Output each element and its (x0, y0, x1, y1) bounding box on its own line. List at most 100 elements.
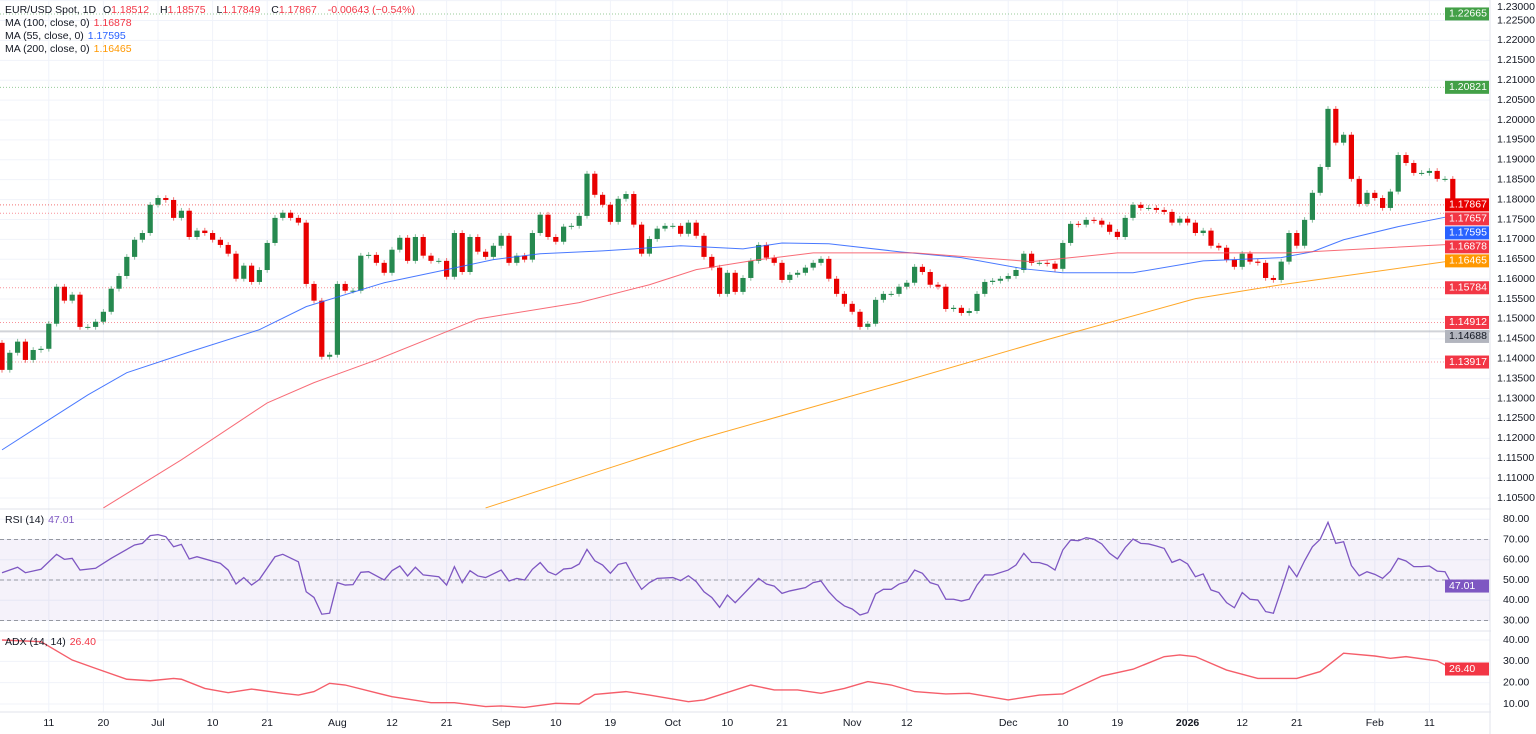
candle (1044, 260, 1050, 267)
candle (1270, 275, 1276, 283)
time-tick-label: 11 (1424, 717, 1435, 729)
price-tick-label: 1.22500 (1497, 14, 1535, 26)
ma55-legend[interactable]: MA (55, close, 0) 1.17595 (5, 30, 130, 42)
adx-label: ADX (14, 14) (5, 636, 66, 648)
candle (1333, 106, 1339, 146)
candle (327, 351, 333, 360)
candle-body (982, 281, 988, 294)
candle (342, 281, 348, 294)
candle (966, 308, 972, 316)
candle-body (459, 233, 465, 272)
price-tick-label: 1.16000 (1497, 273, 1535, 285)
candle-body (795, 272, 801, 275)
candle-body (1161, 209, 1167, 212)
price-badge-text: 1.17657 (1449, 213, 1487, 225)
candle-body (1208, 230, 1214, 246)
ma200-legend[interactable]: MA (200, close, 0) 1.16465 (5, 43, 136, 55)
time-tick-label: Dec (999, 717, 1018, 729)
candle-body (1348, 134, 1354, 179)
candle-body (966, 310, 972, 313)
candle-body (241, 265, 247, 279)
candle-body (529, 233, 535, 260)
candle-body (1083, 219, 1089, 225)
candle (1387, 188, 1393, 211)
symbol-legend: EUR/USD Spot, 1D O1.18512 H1.18575 L1.17… (5, 4, 419, 16)
candle-body (724, 272, 730, 294)
candle (1325, 106, 1331, 170)
candle-body (1270, 277, 1276, 280)
candle (22, 338, 28, 363)
ma100-legend[interactable]: MA (100, close, 0) 1.16878 (5, 17, 136, 29)
candle-body (740, 277, 746, 292)
candle-body (880, 293, 886, 300)
adx-legend[interactable]: ADX (14, 14) 26.40 (5, 636, 100, 648)
time-tick-label: 19 (1112, 717, 1124, 729)
ma200-value: 1.16465 (93, 43, 132, 55)
candle-body (280, 212, 286, 218)
candle (132, 236, 138, 260)
candle-body (912, 266, 918, 283)
price-tick-label: 1.14500 (1497, 333, 1535, 345)
candle (678, 223, 684, 237)
candle (389, 246, 395, 276)
candle (225, 242, 231, 257)
candle (701, 233, 707, 260)
candle-body (1192, 222, 1198, 234)
price-badge (1445, 281, 1489, 295)
candle-body (1434, 170, 1440, 179)
candle (615, 195, 621, 225)
candle (1192, 219, 1198, 236)
candle (171, 197, 177, 221)
candle-body (342, 283, 348, 291)
candle (529, 230, 535, 263)
ma100-label: MA (100, close, 0) (5, 17, 90, 29)
candle (1341, 131, 1347, 146)
candle-body (397, 237, 403, 250)
candle-body (1419, 172, 1425, 174)
candle-body (771, 257, 777, 263)
candle-body (1005, 275, 1011, 279)
candle (709, 254, 715, 271)
time-tick-label: 19 (605, 717, 617, 729)
rsi-tick-label: 40.00 (1503, 594, 1529, 606)
candle (1169, 209, 1175, 226)
rsi-legend[interactable]: RSI (14) 47.01 (5, 514, 78, 526)
candle-body (693, 222, 699, 236)
candle-body (685, 222, 691, 234)
candle (1075, 221, 1081, 228)
low-value: L1.17849 (217, 4, 265, 16)
ma55-value: 1.17595 (87, 30, 126, 42)
candle-body (1068, 223, 1074, 243)
candle (490, 242, 496, 260)
candle-body (1294, 233, 1300, 246)
price-tick-label: 1.15500 (1497, 293, 1535, 305)
candle (397, 234, 403, 253)
candle (662, 223, 668, 232)
candle-body (732, 272, 738, 292)
candle-body (522, 255, 528, 260)
candle-body (210, 233, 216, 240)
high-number: 1.18575 (167, 4, 206, 16)
candle (405, 234, 411, 264)
ma200-label: MA (200, close, 0) (5, 43, 90, 55)
price-tick-label: 1.13500 (1497, 372, 1535, 384)
open-label: O (102, 4, 112, 16)
candle (553, 234, 559, 245)
candle-body (943, 286, 949, 310)
candle (85, 324, 91, 330)
price-badge-text: 1.14688 (1449, 330, 1487, 342)
candle-body (61, 286, 67, 301)
candle (272, 215, 278, 246)
price-axis (1491, 0, 1536, 734)
candle (1029, 250, 1035, 266)
adx-tick-label: 10.00 (1503, 698, 1529, 710)
candle (303, 219, 309, 287)
candle-body (1036, 262, 1042, 264)
candle (826, 256, 832, 282)
candle (1013, 267, 1019, 279)
time-tick-label: Aug (328, 717, 347, 729)
candle (1278, 258, 1284, 283)
candle-body (1146, 207, 1152, 209)
price-badge (1445, 80, 1489, 94)
